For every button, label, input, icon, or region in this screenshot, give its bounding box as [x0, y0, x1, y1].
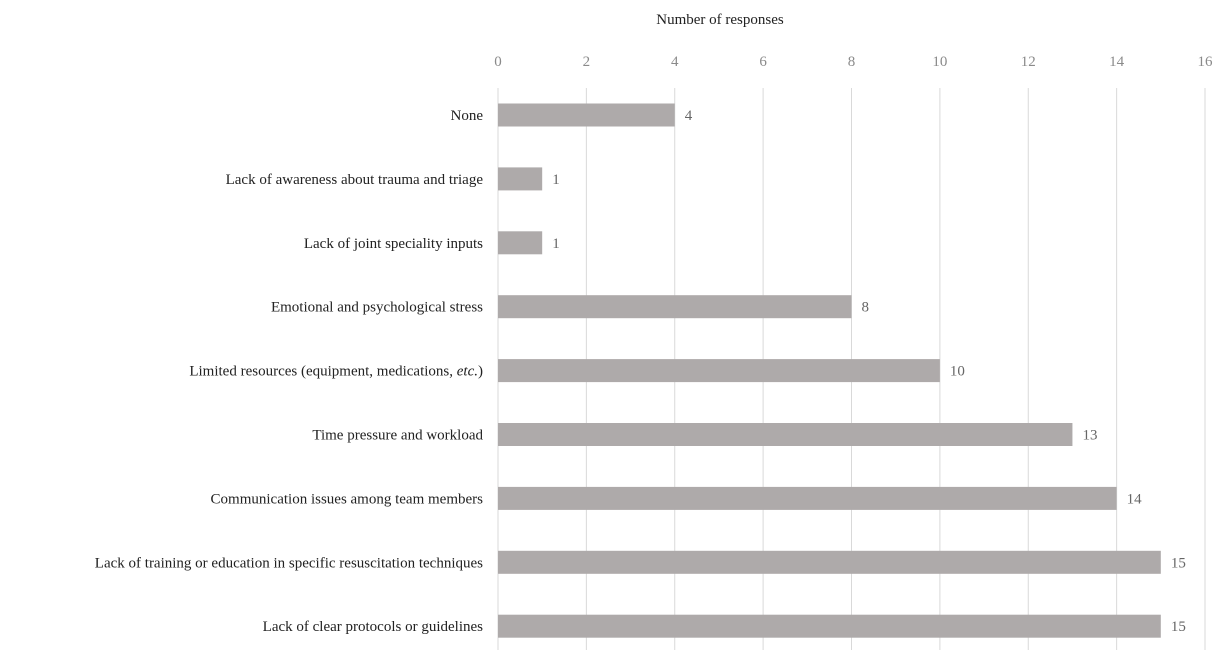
category-label-1: Lack of awareness about trauma and triag… [226, 172, 484, 188]
bar-0 [498, 103, 675, 127]
value-label-0: 4 [685, 108, 693, 124]
category-label-2: Lack of joint speciality inputs [304, 236, 483, 252]
x-tick-label-2: 4 [671, 54, 679, 70]
x-tick-label-6: 12 [1021, 54, 1036, 70]
bar-1 [498, 167, 543, 191]
bar-8 [498, 614, 1161, 638]
bar-5 [498, 423, 1073, 446]
category-labels: None Lack of awareness about trauma and t… [95, 108, 484, 635]
x-tick-label-3: 6 [759, 54, 767, 70]
value-label-7: 15 [1171, 555, 1186, 571]
bar-2 [498, 231, 543, 255]
x-tick-label-7: 14 [1109, 54, 1125, 70]
value-label-3: 8 [862, 300, 870, 316]
category-label-7: Lack of training or education in specifi… [95, 555, 483, 571]
category-label-8: Lack of clear protocols or guidelines [263, 619, 483, 635]
value-labels: 4 1 1 8 10 13 14 15 15 [552, 108, 1186, 635]
value-label-6: 14 [1127, 491, 1143, 507]
value-label-5: 13 [1082, 428, 1097, 444]
category-label-5: Time pressure and workload [312, 428, 483, 444]
x-tick-label-5: 10 [932, 54, 947, 70]
value-label-8: 15 [1171, 619, 1186, 635]
x-axis-title: Number of responses [656, 12, 784, 28]
bar-4 [498, 359, 940, 383]
bar-7 [498, 550, 1161, 574]
x-tick-label-8: 16 [1198, 54, 1214, 70]
value-label-4: 10 [950, 364, 965, 380]
x-tick-label-4: 8 [848, 54, 856, 70]
category-label-6: Communication issues among team members [211, 491, 484, 507]
bar-6 [498, 486, 1117, 510]
bars [498, 103, 1161, 638]
category-label-4: Limited resources (equipment, medication… [189, 364, 483, 380]
category-label-3: Emotional and psychological stress [271, 300, 483, 316]
x-tick-label-1: 2 [583, 54, 591, 70]
x-axis-ticks: 0 2 4 6 8 10 12 14 16 [494, 54, 1213, 70]
value-label-2: 1 [552, 236, 560, 252]
value-label-1: 1 [552, 172, 560, 188]
x-tick-label-0: 0 [494, 54, 502, 70]
bar-3 [498, 295, 852, 319]
category-label-0: None [451, 108, 484, 124]
